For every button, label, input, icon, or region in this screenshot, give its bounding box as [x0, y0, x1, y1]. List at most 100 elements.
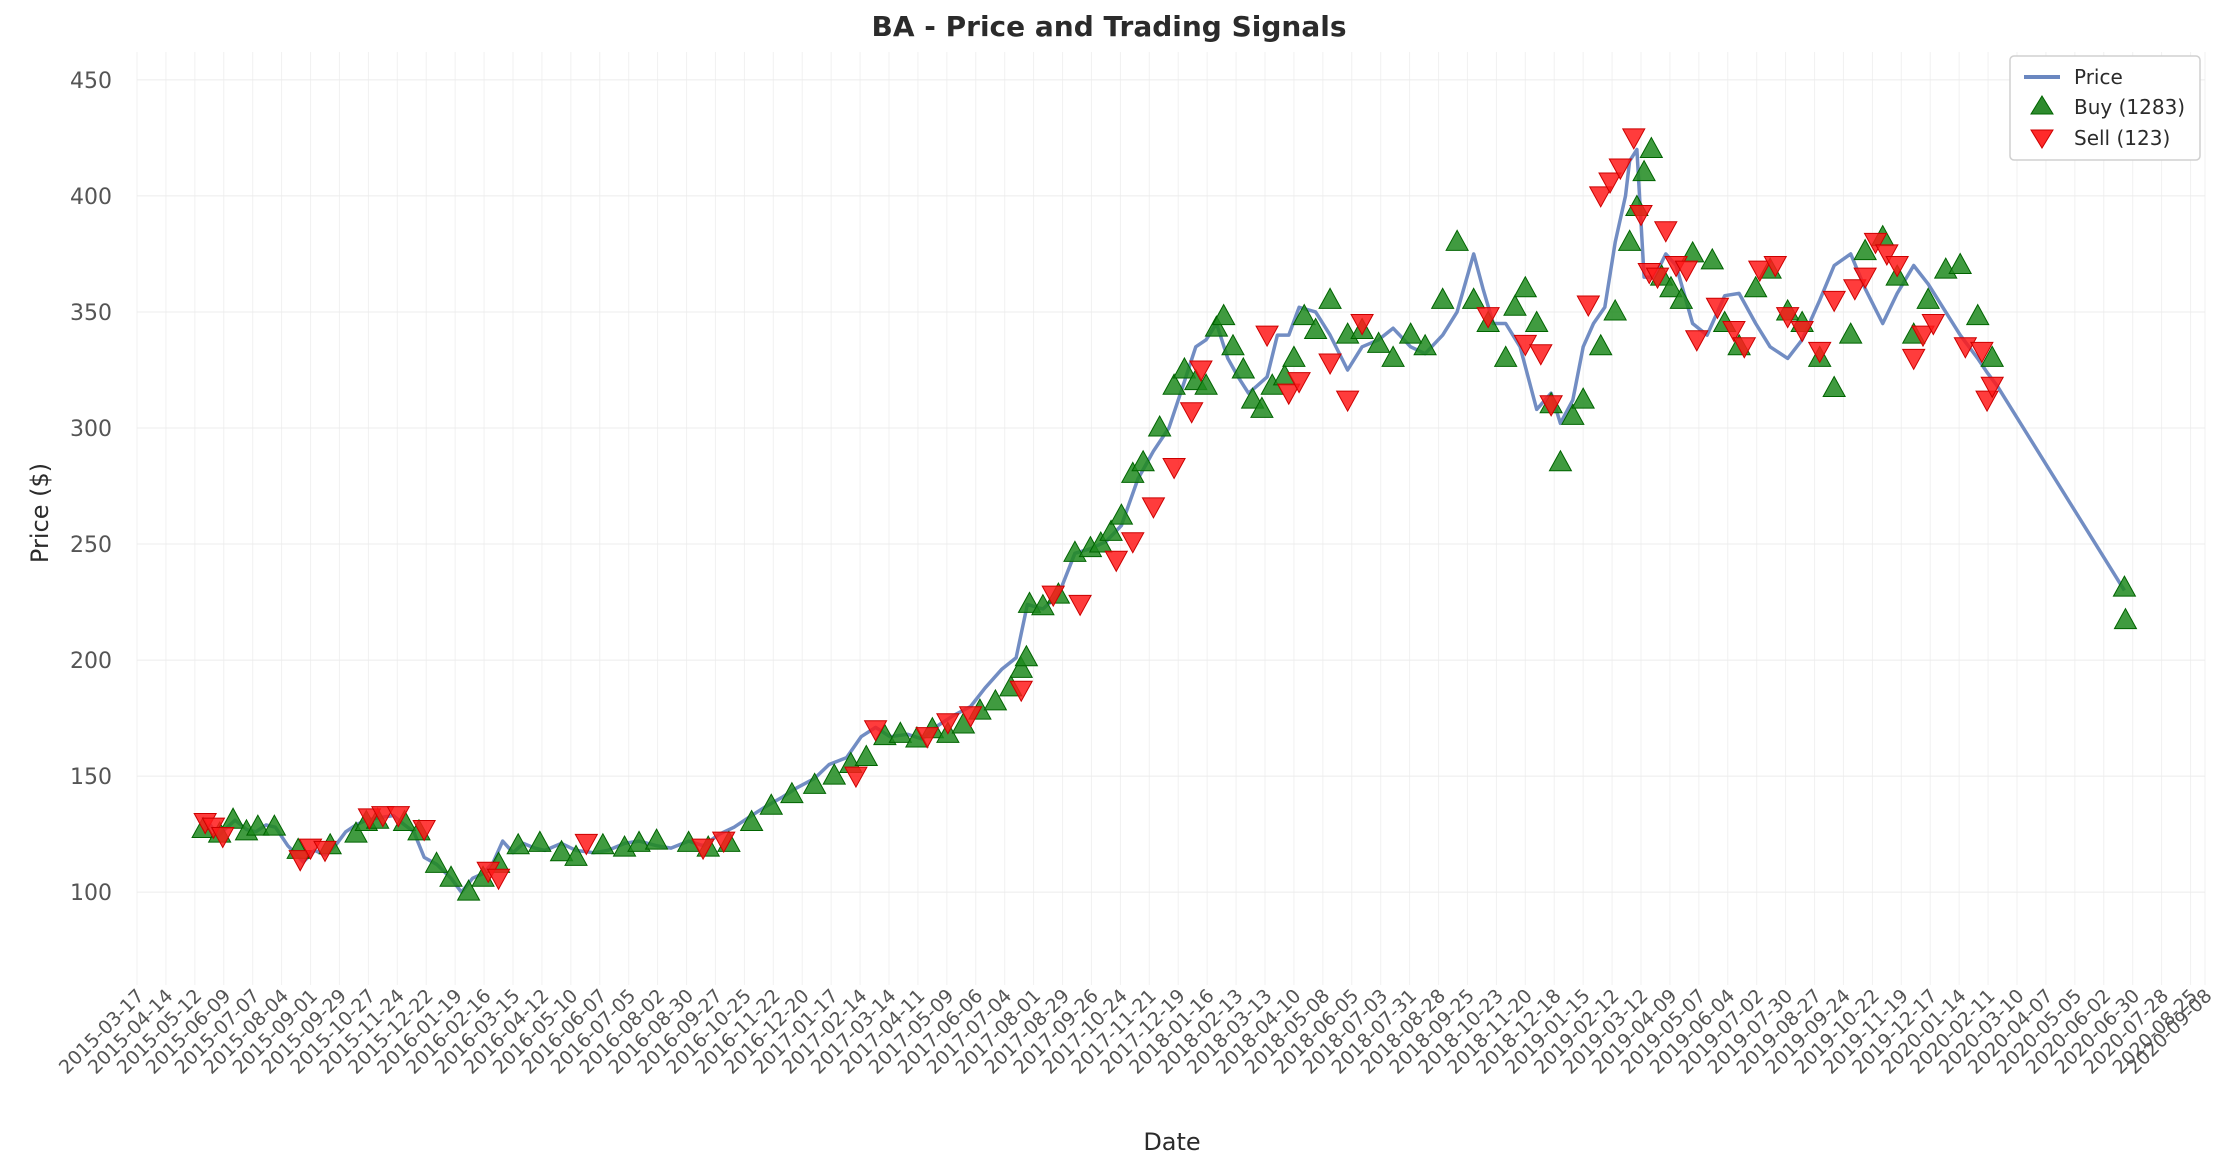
sell-marker: [386, 806, 411, 828]
buy-marker: [1398, 322, 1423, 344]
sell-marker: [1318, 353, 1342, 376]
y-axis-ticks: 100 150 200 250 300 350 400 450: [70, 69, 112, 906]
buy-marker: [759, 793, 784, 815]
sell-marker: [1350, 314, 1374, 336]
sell-marker: [1162, 457, 1186, 480]
sell-marker: [1179, 402, 1204, 424]
buy-marker: [1031, 593, 1055, 616]
sell-marker: [1722, 321, 1746, 343]
sell-marker: [711, 831, 736, 854]
legend: Price Buy (1283) Sell (123): [2009, 55, 2201, 161]
sell-marker: [1763, 256, 1788, 278]
sell-marker: [1885, 256, 1910, 278]
buy-marker: [1017, 591, 1042, 613]
buy-marker: [1617, 229, 1642, 251]
y-tick-label: 350: [70, 301, 112, 326]
sell-marker: [1970, 341, 1994, 364]
sell-marker: [1684, 330, 1709, 352]
buy-marker: [1318, 287, 1342, 309]
sell-marker: [1807, 341, 1832, 364]
buy-marker: [644, 828, 669, 850]
sell-marker: [1921, 314, 1946, 336]
buy-marker: [1838, 322, 1863, 344]
sell-marker: [844, 766, 868, 789]
sell-marker: [1747, 260, 1772, 283]
y-tick-label: 100: [70, 881, 112, 906]
buy-marker: [1282, 345, 1306, 367]
buy-marker: [1009, 656, 1034, 678]
buy-marker: [1221, 333, 1245, 356]
buy-marker: [983, 688, 1008, 711]
buy-marker: [1965, 303, 1990, 326]
buy-marker: [2113, 607, 2138, 630]
sell-marker: [1009, 680, 1034, 703]
buy-marker: [221, 807, 245, 829]
buy-marker: [1211, 303, 1236, 326]
buy-marker: [1430, 287, 1455, 309]
sell-marker: [1476, 307, 1500, 329]
grid: [136, 52, 2206, 985]
sell-marker: [1588, 186, 1613, 208]
sell-marker: [691, 838, 715, 861]
sell-marker: [1732, 337, 1757, 359]
sell-marker: [1189, 360, 1213, 383]
buy-marker: [1493, 345, 1518, 367]
sell-marker: [1674, 260, 1699, 283]
sell-marker: [574, 833, 599, 856]
buy-marker: [1194, 373, 1218, 395]
sell-marker: [288, 850, 313, 872]
buy-marker: [1172, 356, 1197, 379]
buy-marker: [1099, 519, 1123, 541]
sell-marker: [1863, 232, 1888, 255]
buy-marker: [1381, 345, 1405, 367]
sell-marker: [210, 826, 235, 849]
sell-marker: [1287, 372, 1311, 394]
buy-marker: [1503, 294, 1527, 316]
sell-marker: [1141, 497, 1166, 519]
buy-marker: [1014, 644, 1039, 667]
legend-sell-label: Sell (123): [2074, 126, 2170, 150]
buy-marker: [1948, 252, 1973, 275]
sell-marker: [1842, 279, 1867, 301]
buy-marker: [822, 763, 847, 785]
legend-sell-swatch: [2030, 129, 2054, 149]
sell-marker: [1853, 267, 1877, 290]
sell-marker: [863, 720, 888, 742]
y-axis-label: Price ($): [26, 463, 54, 563]
buy-marker: [1669, 287, 1694, 309]
sell-marker: [1705, 297, 1730, 320]
y-tick-label: 250: [70, 533, 112, 558]
chart-title: BA - Price and Trading Signals: [871, 10, 1346, 43]
sell-marker: [486, 868, 511, 891]
buy-marker: [591, 832, 615, 855]
sell-marker: [1276, 383, 1301, 406]
y-tick-label: 400: [70, 185, 112, 210]
sell-marker: [1911, 325, 1935, 348]
legend-box: [2009, 55, 2201, 161]
buy-marker: [1131, 449, 1155, 472]
buy-marker: [1240, 387, 1265, 409]
buy-marker: [627, 830, 651, 852]
buy-marker: [564, 844, 588, 866]
sell-marker: [357, 808, 382, 830]
buy-marker: [1088, 530, 1113, 553]
sell-marker: [915, 727, 940, 749]
sell-marker: [1645, 267, 1670, 290]
sell-marker: [1901, 348, 1926, 371]
buy-marker: [506, 832, 531, 855]
buy-marker: [1147, 414, 1172, 437]
buy-marker: [344, 821, 368, 843]
buy-marker: [780, 781, 804, 804]
buy-marker: [1461, 287, 1486, 309]
sell-marker: [371, 806, 395, 828]
buy-marker: [802, 772, 827, 794]
buy-marker: [1632, 159, 1656, 182]
y-tick-label: 300: [70, 417, 112, 442]
buy-marker: [1853, 238, 1877, 261]
buy-marker: [456, 879, 481, 901]
buy-marker: [1250, 396, 1274, 418]
sell-marker: [1775, 307, 1800, 329]
buy-marker: [1639, 136, 1664, 158]
sell-marker: [1621, 128, 1646, 150]
